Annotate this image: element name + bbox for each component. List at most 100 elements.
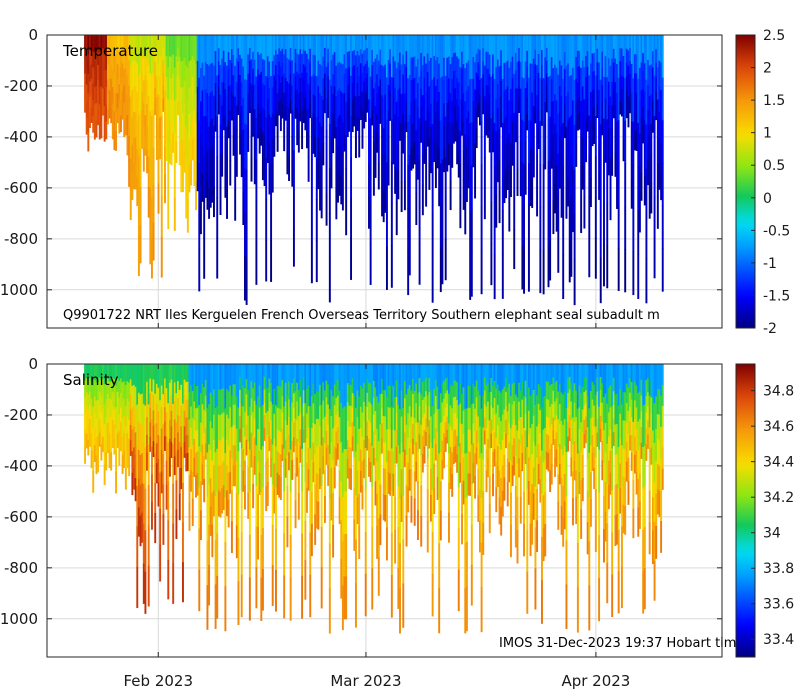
profile-cell: [149, 364, 152, 379]
profile-cell: [341, 151, 344, 182]
profile-cell: [558, 86, 561, 113]
profile-cell: [304, 114, 307, 131]
profile-cell: [583, 364, 586, 379]
profile-cell: [586, 83, 589, 100]
profile-cell: [227, 472, 230, 501]
profile-cell: [95, 418, 98, 438]
profile-cell: [102, 35, 104, 49]
profile-cell: [658, 35, 661, 62]
profile-cell: [624, 449, 627, 478]
profile-cell: [550, 384, 553, 405]
profile-cell: [260, 492, 263, 536]
profile-cell: [462, 122, 465, 152]
profile-cell: [549, 116, 552, 158]
profile-cell: [390, 448, 393, 492]
profile-cell: [278, 364, 281, 387]
profile-cell: [493, 166, 496, 212]
profile-cell: [247, 93, 250, 114]
profile-cell: [124, 426, 127, 448]
profile-cell: [625, 364, 628, 384]
profile-cell: [416, 510, 419, 540]
profile-cell: [642, 488, 645, 531]
profile-cell: [103, 404, 106, 425]
profile-cell: [545, 364, 548, 382]
profile-cell: [201, 444, 204, 465]
profile-cell: [320, 126, 323, 158]
profile-cell: [407, 251, 410, 296]
profile-cell: [164, 62, 166, 92]
profile-cell: [612, 377, 615, 392]
profile-cell: [320, 404, 323, 446]
y-tick-label: -1000: [0, 610, 38, 628]
profile-cell: [413, 364, 416, 392]
profile-cell: [188, 419, 191, 448]
profile-cell: [136, 364, 139, 406]
profile-cell: [660, 89, 663, 118]
profile-cell: [647, 434, 650, 449]
profile-cell: [539, 120, 542, 165]
profile-cell: [609, 35, 612, 67]
profile-cell: [209, 178, 212, 208]
profile-cell: [128, 135, 131, 162]
profile-cell: [483, 417, 486, 432]
profile-cell: [240, 129, 243, 154]
profile-cell: [146, 364, 149, 383]
profile-cell: [536, 155, 539, 187]
profile-cell: [614, 35, 617, 59]
profile-cell: [196, 473, 199, 496]
profile-cell: [392, 364, 395, 387]
profile-cell: [443, 80, 446, 104]
profile-cell: [328, 543, 331, 589]
profile-cell: [98, 418, 101, 433]
profile-cell: [439, 77, 442, 121]
profile-cell: [542, 528, 545, 562]
profile-cell: [87, 35, 90, 55]
profile-cell: [630, 121, 633, 151]
profile-cell: [304, 98, 307, 115]
profile-cell: [216, 237, 219, 279]
profile-cell: [459, 163, 462, 197]
profile-cell: [387, 450, 390, 473]
profile-cell: [581, 35, 584, 62]
profile-cell: [510, 396, 512, 429]
profile-cell: [505, 377, 508, 393]
profile-cell: [488, 504, 491, 534]
profile-cell: [180, 165, 183, 193]
profile-cell: [562, 364, 565, 395]
profile-cell: [568, 158, 571, 201]
profile-cell: [567, 393, 570, 408]
profile-cell: [217, 35, 220, 49]
profile-cell: [469, 407, 472, 431]
profile-cell: [372, 35, 375, 63]
profile-cell: [206, 496, 209, 542]
profile-cell: [136, 567, 139, 609]
profile-cell: [325, 130, 328, 163]
profile-cell: [283, 533, 286, 577]
profile-cell: [261, 35, 264, 60]
profile-cell: [227, 418, 230, 446]
profile-cell: [260, 577, 263, 621]
profile-cell: [596, 364, 599, 379]
profile-cell: [408, 114, 411, 156]
profile-cell: [457, 129, 460, 154]
profile-cell: [591, 35, 594, 54]
profile-cell: [111, 52, 114, 71]
profile-cell: [307, 385, 310, 407]
profile-cell: [614, 152, 617, 177]
profile-cell: [245, 79, 248, 126]
profile-cell: [619, 87, 622, 102]
profile-cell: [103, 364, 106, 385]
profile-cell: [105, 69, 108, 88]
profile-cell: [322, 99, 325, 123]
profile-cell: [482, 100, 485, 115]
profile-cell: [430, 35, 432, 59]
profile-cell: [488, 448, 491, 477]
profile-cell: [286, 394, 289, 426]
profile-cell: [258, 450, 261, 474]
profile-cell: [275, 487, 277, 530]
profile-cell: [572, 166, 574, 200]
profile-cell: [532, 467, 535, 494]
profile-cell: [394, 496, 397, 531]
profile-cell: [193, 135, 196, 161]
profile-cell: [462, 35, 465, 65]
